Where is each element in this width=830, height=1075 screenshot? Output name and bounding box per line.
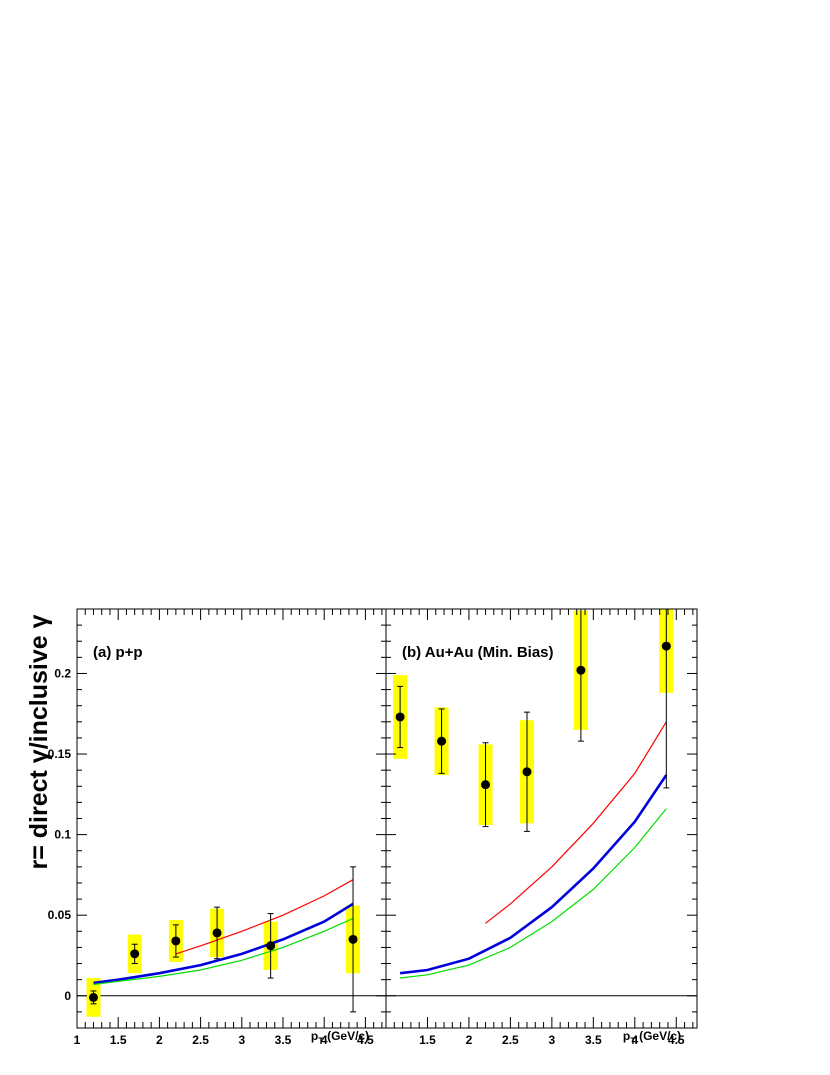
x-tick-label: 3.5 — [585, 1033, 602, 1047]
x-tick-label: 3 — [238, 1033, 245, 1047]
data-point — [395, 712, 405, 722]
y-tick-label: 0.2 — [54, 666, 71, 680]
theory-curve — [93, 902, 354, 985]
x-tick-label: 2 — [466, 1033, 473, 1047]
x-axis-title: pT (GeV/c) — [623, 1029, 681, 1046]
theory-curve — [175, 879, 354, 955]
y-tick-label: 0.05 — [48, 908, 72, 922]
y-tick-label: 0 — [64, 989, 71, 1003]
data-point — [348, 934, 358, 944]
data-point — [171, 936, 181, 946]
data-point — [212, 928, 222, 938]
panel-label: (b) Au+Au (Min. Bias) — [402, 644, 554, 661]
x-tick-label: 4.5 — [357, 1033, 374, 1047]
panel-label: (a) p+p — [93, 644, 143, 661]
y-axis-title: r= direct γ/inclusive γ — [25, 614, 53, 869]
plot-frame — [76, 608, 387, 1029]
x-tick-label: 4.5 — [668, 1033, 685, 1047]
x-tick-label: 1.5 — [110, 1033, 127, 1047]
plot-area — [77, 866, 386, 1017]
theory-curve — [93, 917, 354, 986]
theory-curve — [399, 774, 668, 975]
data-point — [266, 941, 276, 951]
x-tick-label: 3.5 — [275, 1033, 292, 1047]
x-tick-label: 2.5 — [192, 1033, 209, 1047]
x-tick-label: 1 — [74, 1033, 81, 1047]
data-point — [88, 992, 98, 1002]
x-tick-label: 4 — [631, 1033, 638, 1047]
data-point — [661, 641, 671, 651]
theory-curve — [485, 721, 667, 924]
data-point — [437, 736, 447, 746]
y-tick-label: 0.15 — [48, 747, 72, 761]
plot-frame — [385, 608, 698, 1029]
y-tick-label: 0.1 — [54, 828, 71, 842]
theory-curve — [400, 808, 667, 979]
data-point — [481, 780, 491, 790]
data-point — [522, 767, 532, 777]
x-tick-label: 2 — [156, 1033, 163, 1047]
data-point — [130, 949, 140, 959]
x-tick-label: 1.5 — [419, 1033, 436, 1047]
x-tick-label: 2.5 — [502, 1033, 519, 1047]
panel-auau: 1.5 2 2.5 3 3.5 4 4.5 (b) Au+Au (Min. Bias) pT (… — [385, 608, 698, 1047]
plot-area — [386, 609, 697, 997]
x-tick-label: 3 — [549, 1033, 556, 1047]
panel-pp: 1 1.5 2 2.5 3 3.5 4 4.5 0 0.05 0.1 0.15 0.2 (a) p+p pT… — [48, 608, 387, 1047]
x-axis-title: pT (GeV/c) — [311, 1029, 369, 1046]
data-point — [576, 665, 586, 675]
x-tick-label: 4 — [321, 1033, 328, 1047]
